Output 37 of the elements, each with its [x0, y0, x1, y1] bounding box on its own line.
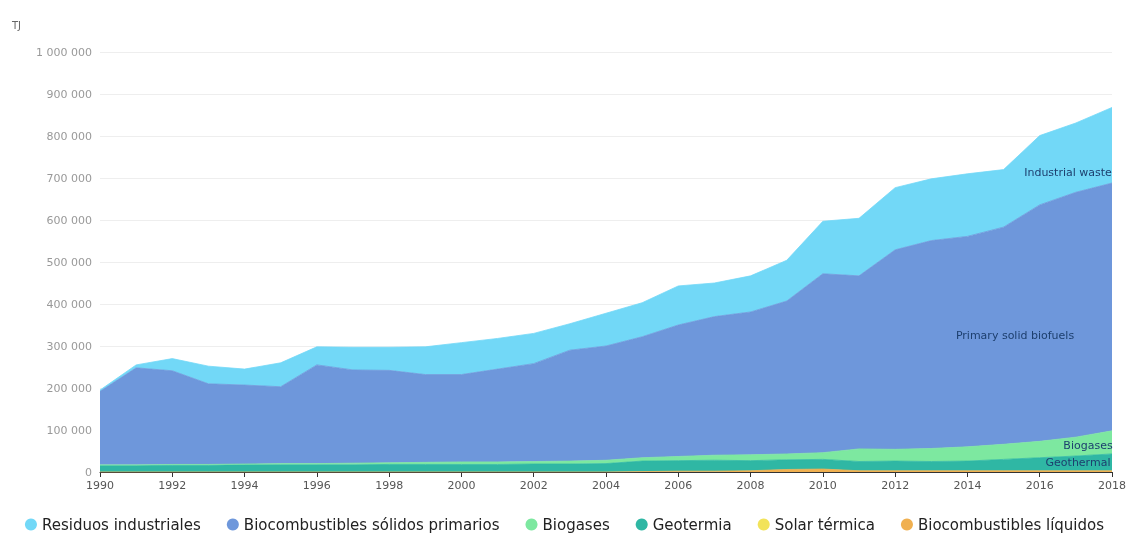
y-axis-title: TJ — [11, 19, 22, 31]
annotation: Biogases — [1063, 438, 1113, 452]
y-tick-label: 1 000 000 — [36, 45, 92, 59]
legend-label: Solar térmica — [774, 515, 875, 534]
x-tick-label: 1994 — [230, 479, 259, 492]
legend-label: Biocombustibles líquidos — [917, 515, 1105, 534]
x-tick-label: 1996 — [302, 479, 331, 492]
annotation: Primary solid biofuels — [955, 328, 1075, 342]
annotation: Industrial waste — [1024, 165, 1113, 179]
y-tick-label: 700 000 — [46, 171, 92, 185]
y-tick-label: 900 000 — [46, 87, 92, 101]
legend-label: Biocombustibles sólidos primarios — [243, 515, 500, 534]
x-tick-label: 2014 — [953, 479, 982, 492]
legend-label: Biogases — [542, 515, 610, 534]
y-tick-label: 500 000 — [46, 255, 92, 269]
x-tick-label: 1992 — [158, 479, 187, 492]
x-tick-label: 2018 — [1098, 479, 1126, 492]
y-tick-label: 100 000 — [46, 423, 92, 437]
x-tick-label: 2000 — [447, 479, 476, 492]
x-tick-label: 1998 — [375, 479, 404, 492]
legend-label: Geotermia — [652, 515, 732, 534]
x-tick-label: 2010 — [808, 479, 837, 492]
y-tick-label: 200 000 — [46, 381, 92, 395]
x-tick-label: 1990 — [86, 479, 114, 492]
x-tick-label: 2006 — [664, 479, 693, 492]
annotation: Geothermal — [1045, 455, 1111, 469]
y-tick-label: 600 000 — [46, 213, 92, 227]
y-tick-label: 0 — [85, 465, 92, 479]
x-tick-label: 2008 — [736, 479, 765, 492]
y-tick-label: 300 000 — [46, 339, 92, 353]
x-tick-label: 2012 — [881, 479, 910, 492]
x-tick-label: 2002 — [519, 479, 548, 492]
legend-label: Residuos industriales — [41, 515, 202, 534]
x-tick-label: 2016 — [1025, 479, 1054, 492]
y-tick-label: 400 000 — [46, 297, 92, 311]
x-tick-label: 2004 — [592, 479, 620, 492]
y-tick-label: 800 000 — [46, 129, 92, 143]
